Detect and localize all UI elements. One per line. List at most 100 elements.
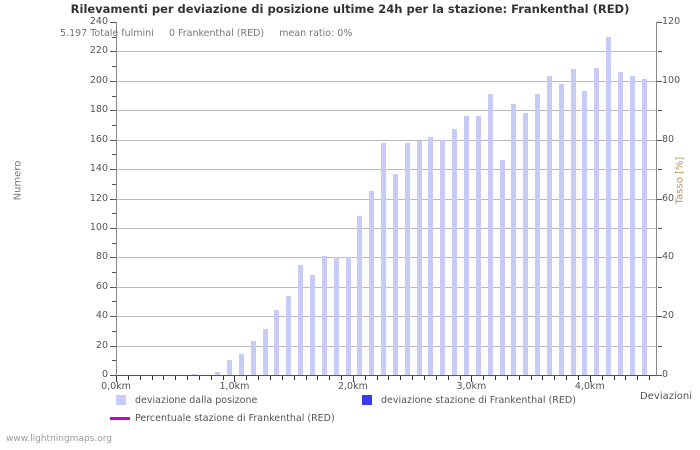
x-tick-mark — [352, 376, 354, 382]
legend-label: Percentuale stazione di Frankenthal (RED… — [135, 412, 335, 424]
x-tick-mark — [222, 376, 224, 380]
bar — [452, 129, 458, 375]
y-tick-minor — [112, 124, 116, 126]
x-tick-mark — [412, 376, 414, 380]
y-tick-label: 100 — [89, 221, 108, 233]
bar — [629, 76, 635, 375]
y2-tick-minor — [658, 110, 662, 112]
y2-tick-mark — [656, 22, 662, 23]
y-tick-mark — [110, 80, 116, 82]
bar — [345, 257, 351, 375]
legend-item[interactable]: deviazione dalla posizone — [116, 392, 257, 408]
y2-tick-label: 0 — [662, 369, 669, 380]
x-tick-mark — [530, 376, 532, 380]
y2-tick-label: 20 — [662, 310, 675, 322]
gridline — [117, 257, 656, 259]
bar — [298, 264, 304, 375]
gridline — [117, 51, 656, 53]
chart-subtitle: 5.197 Totale fulmini 0 Frankenthal (RED)… — [60, 28, 353, 39]
x-tick-mark — [270, 376, 271, 380]
x-tick-mark — [483, 376, 485, 380]
x-tick-label: 1,0km — [219, 381, 250, 392]
y-tick-minor — [112, 360, 116, 362]
bar — [286, 295, 292, 375]
gridline — [117, 198, 656, 200]
bar — [463, 116, 469, 375]
x-tick-mark — [554, 376, 556, 380]
x-tick-label: 2,0km — [337, 381, 368, 392]
bars-layer — [117, 22, 656, 375]
bar — [191, 373, 197, 375]
bar — [570, 69, 576, 375]
x-tick-mark — [163, 376, 165, 380]
legend-label: deviazione stazione di Frankenthal (RED) — [381, 394, 576, 406]
y2-tick-mark — [656, 375, 662, 376]
legend-item[interactable]: deviazione stazione di Frankenthal (RED) — [362, 392, 576, 408]
y-tick-label: 60 — [95, 280, 108, 292]
bar — [215, 372, 221, 375]
bar — [594, 67, 600, 375]
bar — [499, 160, 505, 375]
x-tick-mark — [589, 376, 591, 382]
y-tick-label: 200 — [89, 74, 108, 86]
y-tick-label: 80 — [95, 251, 108, 263]
bar — [321, 255, 327, 375]
y-tick-minor — [112, 36, 116, 38]
gridline — [117, 80, 656, 82]
y2-tick-label: 120 — [662, 16, 681, 27]
bar — [475, 116, 481, 375]
x-tick-mark — [424, 376, 425, 380]
x-tick-mark — [376, 376, 378, 380]
y2-tick-mark — [656, 139, 662, 141]
y-tick-mark — [110, 227, 116, 229]
bar — [546, 76, 552, 375]
bar — [262, 329, 268, 375]
bar — [440, 139, 446, 375]
y2-tick-mark — [656, 80, 662, 82]
gridline — [117, 345, 656, 347]
bar — [641, 79, 647, 375]
x-tick-mark — [578, 376, 579, 380]
x-tick-label: 0,0km — [101, 381, 131, 392]
x-tick-mark — [601, 376, 603, 380]
y-tick-label: 220 — [89, 45, 108, 57]
legend-item[interactable]: Percentuale stazione di Frankenthal (RED… — [110, 410, 335, 426]
bar — [428, 136, 434, 375]
y2-tick-mark — [656, 316, 662, 318]
x-tick-mark — [187, 376, 189, 380]
bar — [309, 274, 315, 375]
y-tick-minor — [112, 183, 116, 185]
y-tick-minor — [112, 66, 116, 68]
bar — [274, 310, 280, 375]
x-tick-mark — [400, 376, 402, 380]
x-tick-mark — [471, 376, 473, 382]
bar — [238, 354, 244, 375]
y-tick-label: 120 — [89, 192, 108, 204]
y-tick-minor — [112, 213, 116, 215]
y-tick-mark — [110, 51, 116, 53]
x-tick-mark — [246, 376, 248, 380]
x-tick-mark — [566, 376, 568, 380]
gridline — [117, 286, 656, 288]
y-tick-minor — [112, 242, 116, 244]
x-tick-mark — [329, 376, 331, 380]
gridline — [117, 227, 656, 229]
legend-color-swatch — [362, 395, 372, 405]
y-tick-mark — [110, 257, 116, 259]
y2-axis-title: Tasso [%] — [674, 156, 686, 205]
x-tick-mark — [317, 376, 319, 380]
x-tick-mark — [637, 376, 639, 380]
y-axis-title: Numero — [12, 160, 24, 201]
x-tick-mark — [210, 376, 212, 380]
y-tick-minor — [112, 301, 116, 303]
bar — [333, 257, 339, 375]
x-tick-mark — [175, 376, 177, 380]
x-tick-mark — [388, 376, 390, 380]
bar — [416, 141, 422, 375]
y-tick-minor — [112, 154, 116, 156]
bar — [582, 91, 588, 375]
footer-url: www.lightningmaps.org — [6, 434, 112, 444]
x-tick-mark — [151, 376, 153, 380]
y2-tick-minor — [658, 345, 662, 347]
y-tick-mark — [110, 286, 116, 288]
